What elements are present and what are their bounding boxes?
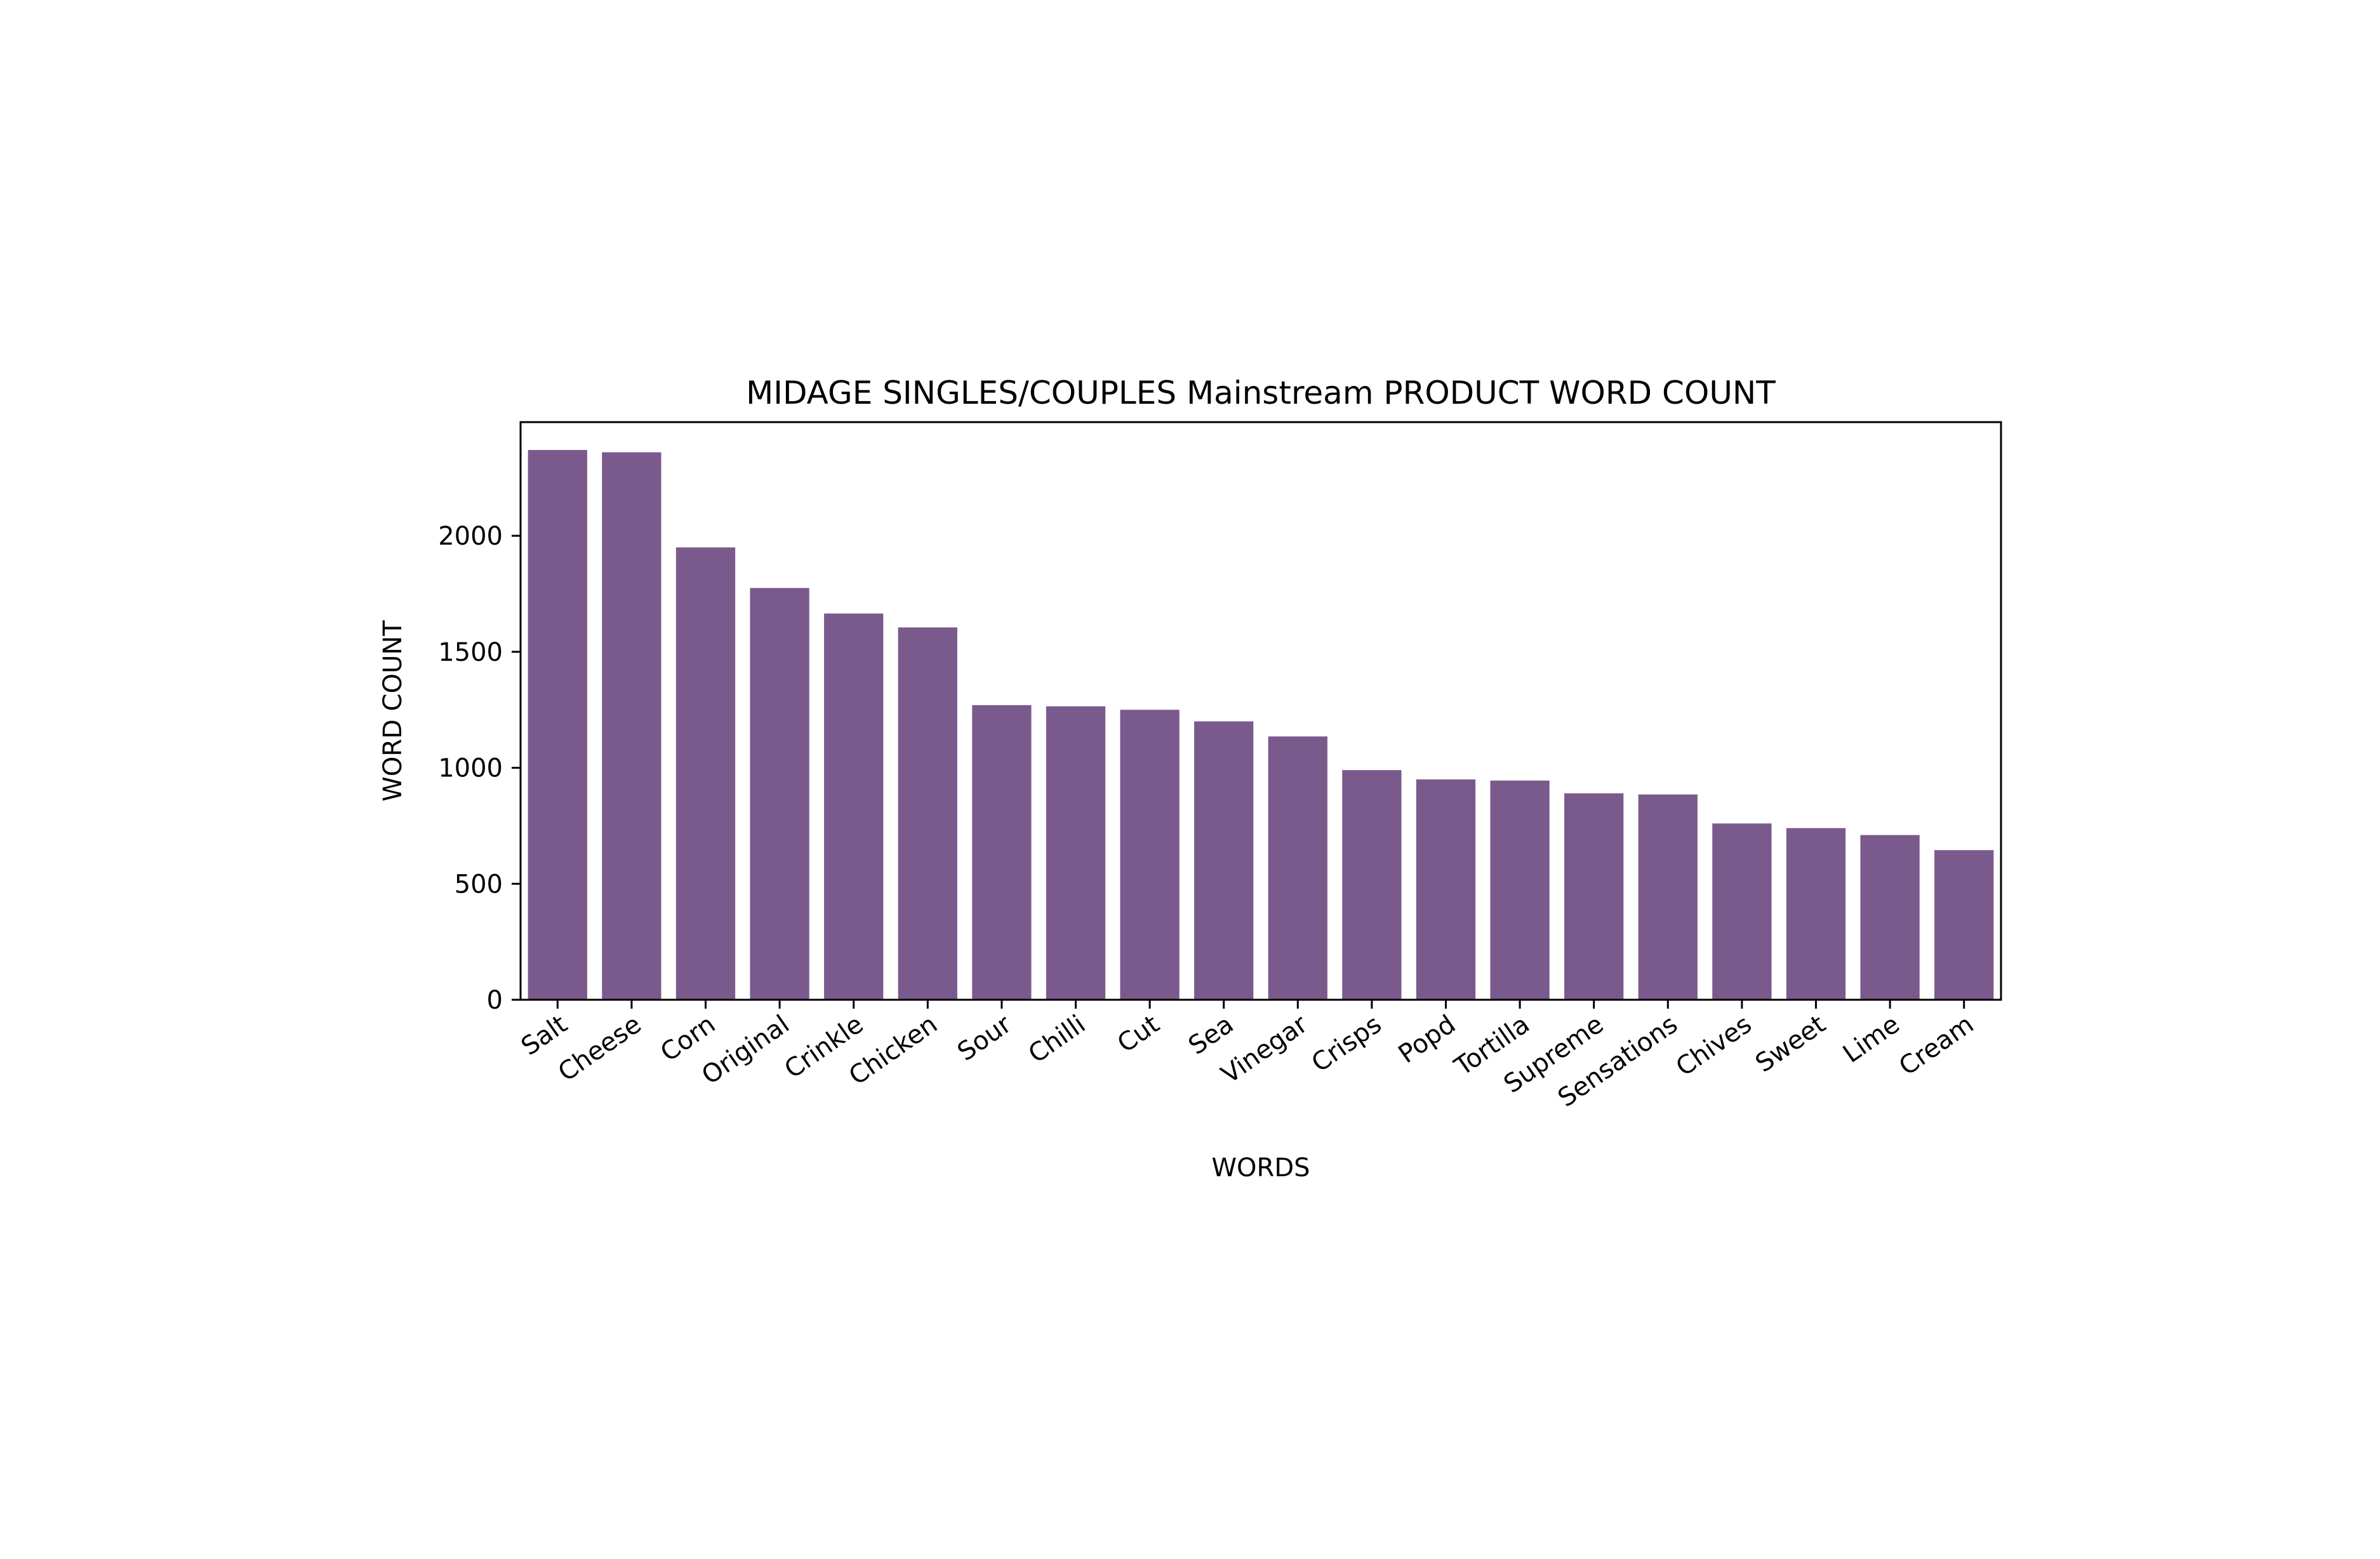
y-tick-label: 2000 (438, 522, 503, 551)
bar-sensations (1638, 794, 1698, 1000)
bar-chilli (1046, 706, 1106, 1000)
x-axis-label: WORDS (1211, 1153, 1310, 1183)
bar-salt (528, 449, 587, 1000)
bar-chives (1712, 823, 1772, 1000)
x-tick-label: Vinegar (1216, 1009, 1313, 1089)
y-axis-label: WORD COUNT (378, 620, 408, 802)
plot-frame (519, 421, 2002, 1001)
bar-vinegar (1268, 736, 1327, 1000)
bar-crinkle (824, 613, 884, 1000)
bar-popd (1416, 779, 1476, 1000)
y-axis: 0 500 1000 1500 2000 (438, 522, 521, 1015)
bar-sour (972, 705, 1032, 1000)
bar-tortilla (1490, 780, 1550, 1000)
y-tick-label: 0 (487, 986, 503, 1015)
x-tick-label: Salt (516, 1010, 573, 1062)
bar-original (750, 588, 809, 1000)
bar-corn (675, 547, 736, 1000)
bar-chicken (898, 627, 957, 1000)
y-tick-label: 1000 (438, 754, 503, 783)
x-tick-label: Sea (1183, 1010, 1239, 1061)
x-tick-label: Sour (952, 1009, 1017, 1067)
x-tick-label: Cut (1112, 1010, 1165, 1059)
x-tick-label: Chilli (1023, 1010, 1091, 1070)
bars-group (528, 449, 1994, 1000)
x-tick-label: Chives (1671, 1010, 1757, 1082)
y-tick-label: 500 (455, 870, 503, 899)
x-tick-label: Cheese (553, 1010, 647, 1088)
bar-sea (1194, 721, 1254, 1000)
bar-crisps (1342, 770, 1402, 1000)
bar-lime (1860, 835, 1920, 1000)
x-tick-label: Sweet (1750, 1010, 1831, 1078)
chart-title: MIDAGE SINGLES/COUPLES Mainstream PRODUC… (746, 375, 1776, 411)
y-tick-label: 1500 (438, 638, 503, 667)
bar-sweet (1786, 828, 1846, 1000)
x-tick-label: Crisps (1306, 1010, 1387, 1078)
x-tick-label: Cream (1894, 1010, 1979, 1082)
bar-supreme (1564, 793, 1624, 1000)
bar-cheese (602, 452, 661, 1000)
bar-cream (1934, 850, 1994, 1000)
bar-cut (1120, 710, 1180, 1000)
